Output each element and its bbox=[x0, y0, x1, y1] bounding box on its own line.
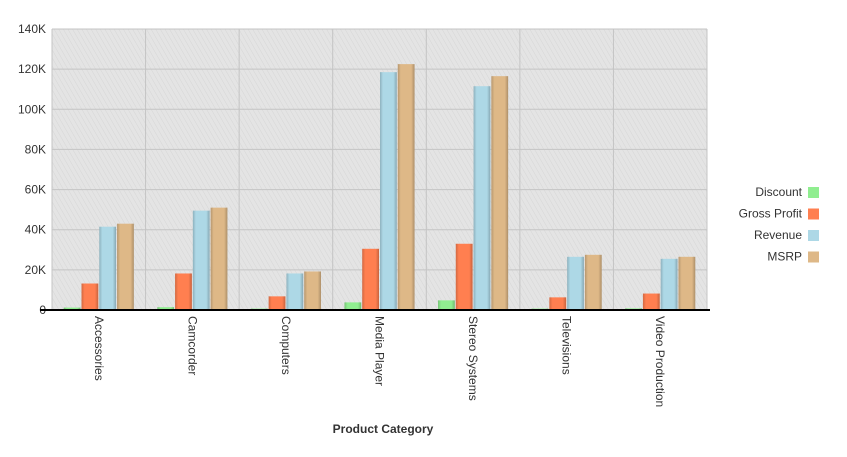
bar-shade bbox=[157, 307, 175, 310]
bar bbox=[81, 283, 99, 310]
x-tick-label: Stereo Systems bbox=[466, 316, 480, 401]
bar-shade bbox=[660, 258, 678, 310]
bar-shade bbox=[210, 207, 228, 310]
x-tick-label: Televisions bbox=[560, 316, 574, 375]
x-tick-label: Video Production bbox=[653, 316, 667, 407]
bar bbox=[455, 243, 473, 310]
bar-shade bbox=[397, 64, 415, 310]
bar bbox=[491, 76, 509, 311]
bar-shade bbox=[455, 243, 473, 310]
bar-shade bbox=[192, 210, 210, 310]
y-tick-label: 40K bbox=[25, 223, 46, 237]
bar bbox=[175, 273, 192, 310]
bar bbox=[642, 293, 660, 310]
bar-shade bbox=[380, 72, 397, 311]
legend-label: Revenue bbox=[754, 228, 802, 242]
bar bbox=[99, 226, 117, 310]
bar bbox=[268, 296, 286, 310]
y-tick-label: 100K bbox=[18, 102, 46, 116]
bars bbox=[63, 64, 696, 311]
legend-swatch bbox=[808, 251, 819, 263]
bar bbox=[63, 307, 81, 310]
legend-swatch bbox=[808, 230, 819, 241]
bar bbox=[117, 223, 134, 310]
bar-shade bbox=[642, 293, 660, 310]
bar-shade bbox=[491, 76, 509, 311]
y-tick-label: 20K bbox=[25, 263, 46, 277]
x-axis-title: Product Category bbox=[333, 422, 434, 436]
bar bbox=[362, 248, 379, 310]
bar-shade bbox=[584, 254, 602, 310]
bar-shade bbox=[567, 256, 584, 310]
legend-item: MSRP bbox=[767, 250, 819, 264]
gridlines bbox=[51, 28, 708, 310]
x-tick-label: Camcorder bbox=[185, 316, 199, 375]
bar bbox=[304, 271, 321, 310]
x-tick-label: Computers bbox=[279, 316, 293, 375]
bar-shade bbox=[286, 273, 304, 310]
y-tick-label: 60K bbox=[25, 183, 46, 197]
bar-shade bbox=[175, 273, 192, 310]
legend-label: Gross Profit bbox=[739, 207, 803, 221]
bar-shade bbox=[344, 302, 362, 310]
bar-shade bbox=[549, 297, 567, 310]
axes: 020K40K60K80K100K120K140KAccessoriesCamc… bbox=[18, 22, 710, 407]
bar-shade bbox=[268, 296, 286, 310]
bar-shade bbox=[438, 300, 455, 310]
bar-shade bbox=[63, 307, 81, 310]
bar bbox=[210, 207, 228, 310]
legend-swatch bbox=[808, 208, 819, 220]
bar-shade bbox=[81, 283, 99, 310]
bar-shade bbox=[117, 223, 134, 310]
bar bbox=[286, 273, 304, 310]
bar bbox=[678, 256, 696, 310]
bar bbox=[344, 302, 362, 310]
x-tick-label: Media Player bbox=[373, 316, 387, 386]
bar bbox=[157, 307, 175, 310]
x-tick-label: Accessories bbox=[92, 316, 106, 381]
bar bbox=[584, 254, 602, 310]
bar bbox=[660, 258, 678, 310]
legend-item: Gross Profit bbox=[739, 207, 819, 221]
bar-shade bbox=[99, 226, 117, 310]
legend-item: Discount bbox=[755, 185, 819, 199]
plot-area bbox=[52, 29, 707, 310]
bar bbox=[397, 64, 415, 310]
legend: Discount Gross Profit Revenue MSRP bbox=[739, 185, 819, 264]
y-tick-label: 120K bbox=[18, 62, 46, 76]
y-tick-label: 140K bbox=[18, 22, 46, 36]
legend-label: MSRP bbox=[767, 250, 802, 264]
bar bbox=[438, 300, 455, 310]
bar bbox=[192, 210, 210, 310]
bar bbox=[567, 256, 584, 310]
bar-shade bbox=[473, 86, 491, 310]
bar bbox=[549, 297, 567, 310]
bar-shade bbox=[304, 271, 321, 310]
bar-shade bbox=[362, 248, 379, 310]
bar bbox=[380, 72, 397, 311]
bar-shade bbox=[678, 256, 696, 310]
legend-item: Revenue bbox=[754, 228, 819, 242]
bar bbox=[473, 86, 491, 310]
legend-swatch bbox=[808, 187, 819, 198]
legend-label: Discount bbox=[755, 185, 802, 199]
y-tick-label: 80K bbox=[25, 142, 46, 156]
